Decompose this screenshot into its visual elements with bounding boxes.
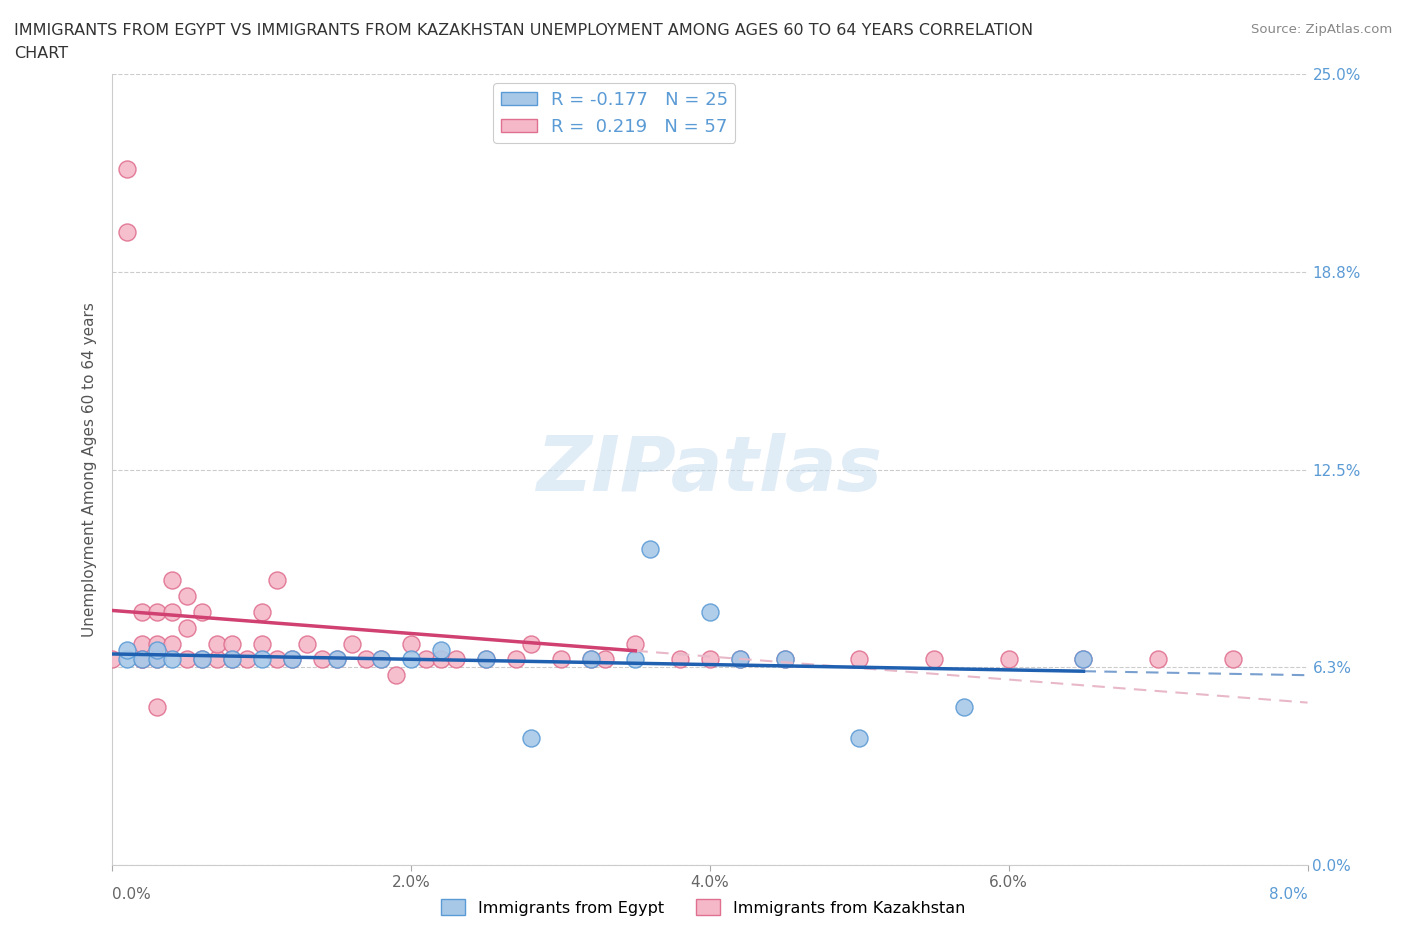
Point bbox=[162, 573, 183, 588]
Point bbox=[146, 652, 169, 667]
Point bbox=[773, 652, 796, 667]
Point bbox=[325, 652, 347, 667]
Point bbox=[266, 573, 288, 588]
Point bbox=[221, 636, 243, 651]
Point bbox=[162, 652, 183, 667]
Point bbox=[162, 636, 183, 651]
Point bbox=[385, 668, 408, 683]
Point bbox=[1073, 652, 1095, 667]
Point bbox=[250, 636, 273, 651]
Point bbox=[340, 636, 363, 651]
Point bbox=[131, 652, 153, 667]
Point bbox=[699, 604, 721, 619]
Point bbox=[848, 731, 870, 746]
Point bbox=[1222, 652, 1244, 667]
Point bbox=[475, 652, 498, 667]
Point bbox=[505, 652, 527, 667]
Point bbox=[624, 636, 647, 651]
Point bbox=[773, 652, 796, 667]
Point bbox=[146, 699, 169, 714]
Point bbox=[101, 652, 124, 667]
Point bbox=[295, 636, 318, 651]
Point bbox=[430, 643, 453, 658]
Point bbox=[356, 652, 378, 667]
Point bbox=[520, 636, 543, 651]
Point bbox=[550, 652, 572, 667]
Point bbox=[146, 643, 169, 658]
Point bbox=[848, 652, 870, 667]
Point bbox=[998, 652, 1021, 667]
Point bbox=[579, 652, 602, 667]
Point bbox=[205, 652, 228, 667]
Point bbox=[1147, 652, 1170, 667]
Text: 0.0%: 0.0% bbox=[112, 887, 152, 902]
Point bbox=[415, 652, 437, 667]
Point bbox=[728, 652, 751, 667]
Point bbox=[728, 652, 751, 667]
Point bbox=[281, 652, 304, 667]
Point bbox=[162, 604, 183, 619]
Point bbox=[520, 731, 543, 746]
Point bbox=[669, 652, 692, 667]
Y-axis label: Unemployment Among Ages 60 to 64 years: Unemployment Among Ages 60 to 64 years bbox=[82, 302, 97, 637]
Text: 8.0%: 8.0% bbox=[1268, 887, 1308, 902]
Point bbox=[250, 604, 273, 619]
Point bbox=[1073, 652, 1095, 667]
Text: CHART: CHART bbox=[14, 46, 67, 61]
Point bbox=[117, 162, 139, 177]
Point bbox=[370, 652, 392, 667]
Point bbox=[131, 604, 153, 619]
Point bbox=[176, 589, 198, 604]
Text: ZIPatlas: ZIPatlas bbox=[537, 432, 883, 507]
Point bbox=[401, 636, 423, 651]
Point bbox=[266, 652, 288, 667]
Point bbox=[146, 652, 169, 667]
Point bbox=[236, 652, 259, 667]
Point bbox=[953, 699, 976, 714]
Point bbox=[131, 652, 153, 667]
Point bbox=[595, 652, 617, 667]
Point bbox=[205, 636, 228, 651]
Text: IMMIGRANTS FROM EGYPT VS IMMIGRANTS FROM KAZAKHSTAN UNEMPLOYMENT AMONG AGES 60 T: IMMIGRANTS FROM EGYPT VS IMMIGRANTS FROM… bbox=[14, 23, 1033, 38]
Point bbox=[640, 541, 662, 556]
Point bbox=[191, 652, 214, 667]
Legend: Immigrants from Egypt, Immigrants from Kazakhstan: Immigrants from Egypt, Immigrants from K… bbox=[434, 893, 972, 922]
Point bbox=[699, 652, 721, 667]
Point bbox=[131, 652, 153, 667]
Point bbox=[191, 604, 214, 619]
Point bbox=[146, 604, 169, 619]
Point bbox=[370, 652, 392, 667]
Point bbox=[250, 652, 273, 667]
Point bbox=[221, 652, 243, 667]
Point bbox=[117, 643, 139, 658]
Point bbox=[444, 652, 467, 667]
Point bbox=[325, 652, 347, 667]
Point bbox=[430, 652, 453, 667]
Point bbox=[281, 652, 304, 667]
Point bbox=[311, 652, 333, 667]
Point bbox=[624, 652, 647, 667]
Point bbox=[117, 652, 139, 667]
Point bbox=[176, 652, 198, 667]
Point bbox=[922, 652, 945, 667]
Point bbox=[475, 652, 498, 667]
Point bbox=[579, 652, 602, 667]
Text: Source: ZipAtlas.com: Source: ZipAtlas.com bbox=[1251, 23, 1392, 36]
Point bbox=[401, 652, 423, 667]
Point bbox=[146, 636, 169, 651]
Point bbox=[191, 652, 214, 667]
Point bbox=[221, 652, 243, 667]
Point bbox=[131, 636, 153, 651]
Point bbox=[117, 225, 139, 240]
Legend: R = -0.177   N = 25, R =  0.219   N = 57: R = -0.177 N = 25, R = 0.219 N = 57 bbox=[494, 84, 735, 143]
Point bbox=[176, 620, 198, 635]
